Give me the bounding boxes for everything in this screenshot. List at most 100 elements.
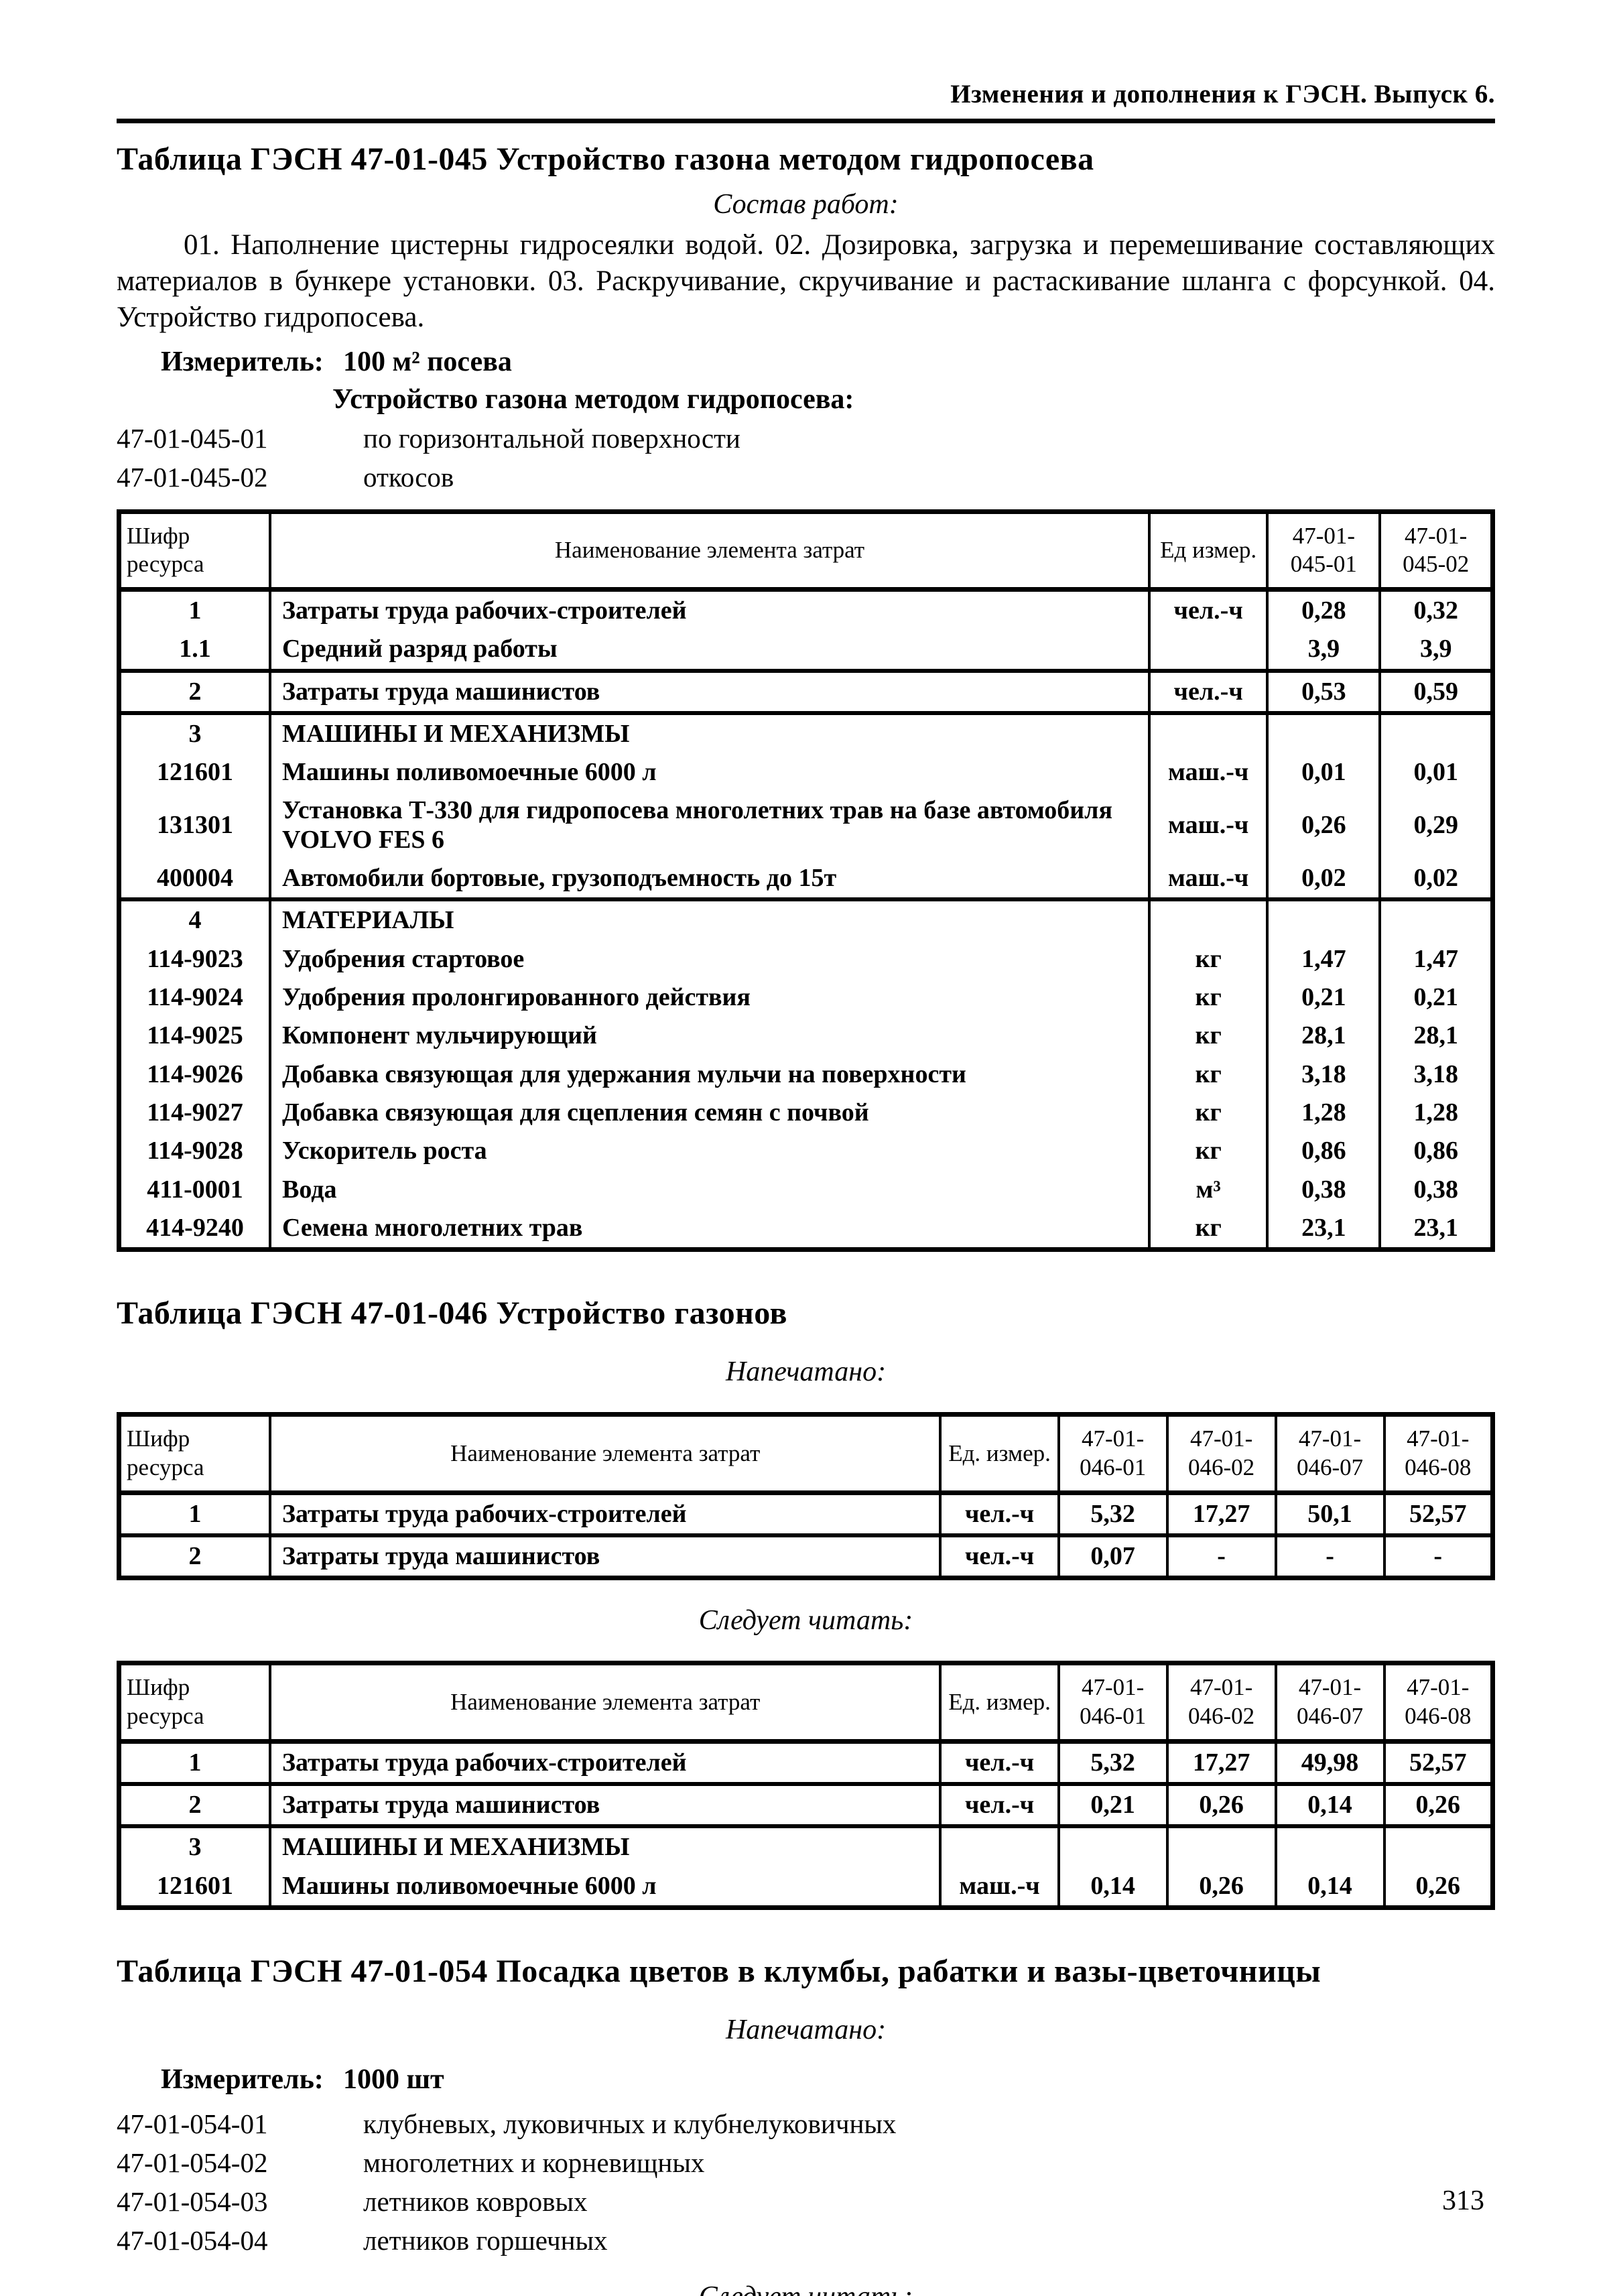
item-row: 47-01-054-04 летников горшечных	[117, 2224, 1495, 2256]
column-header: 47-01- 046-07	[1274, 1663, 1384, 1744]
table-cell: 49,98	[1274, 1741, 1384, 1784]
table-cell: 52,57	[1382, 1492, 1493, 1535]
table-row: 1 Затраты труда рабочих-строителей чел.-ч 5…	[119, 1741, 1493, 1784]
table-cell: Затраты труда машинистов	[268, 1781, 941, 1827]
table-cell: МАШИНЫ И МЕХАНИЗМЫ	[269, 710, 1149, 754]
page-header: Изменения и дополнения к ГЭСН. Выпуск 6.	[950, 80, 1495, 109]
table-cell: 0,53	[1266, 668, 1380, 713]
section-title-046: Таблица ГЭСН 47-01-046 Устройство газоно…	[117, 1295, 787, 1332]
table-cell: 0,01	[1378, 753, 1493, 792]
table-row: 3 МАШИНЫ И МЕХАНИЗМЫ	[119, 710, 1493, 754]
table-cell: 0,26	[1382, 1781, 1493, 1827]
table-row: 121601 Машины поливомоечные 6000 л маш.-ч 0…	[119, 1866, 1493, 1908]
table-cell: маш.-ч	[1147, 859, 1268, 900]
meter-line-045: Измеритель: 100 м² посева	[117, 346, 1495, 378]
column-header: Ед. измер.	[939, 1663, 1059, 1744]
table-cell: 1,47	[1378, 940, 1493, 979]
table-cell: 0,26	[1382, 1866, 1493, 1908]
column-header: 47-01- 046-02	[1165, 1414, 1276, 1495]
column-header: 47-01- 046-07	[1274, 1414, 1384, 1495]
table-cell: -	[1274, 1533, 1384, 1578]
table-cell: 121601	[157, 758, 233, 787]
column-header: Наименование элемента затрат	[268, 1414, 941, 1495]
table-cell: Ускоритель роста	[269, 1132, 1149, 1171]
table-row: 1.1 Средний разряд работы 3,9 3,9	[119, 630, 1493, 671]
table-row: 400004 Автомобили бортовые, грузоподъемно…	[119, 859, 1493, 900]
item-desc: клубневых, луковичных и клубнелуковичных	[363, 2108, 897, 2139]
variant-code: 47-01-045-01	[117, 422, 268, 454]
table-cell	[1057, 1824, 1167, 1867]
item-code: 47-01-054-01	[117, 2108, 268, 2139]
table-cell: 0,28	[1266, 589, 1380, 631]
table-cell: 1.1	[179, 635, 211, 663]
table-row: 121601 Машины поливомоечные 6000 л маш.-ч 0…	[119, 753, 1493, 792]
data-table: Шифр ресурса Наименование элемента затрат…	[117, 1661, 1495, 1910]
table-cell: чел.-ч	[939, 1781, 1059, 1827]
table-cell: 114-9026	[147, 1060, 243, 1088]
table-cell: 0,26	[1165, 1866, 1276, 1908]
table-cell	[1382, 1824, 1493, 1867]
table-row: 114-9024 Удобрения пролонгированного дейс…	[119, 978, 1493, 1017]
table-cell: 114-9028	[147, 1137, 243, 1165]
table-cell: 0,86	[1378, 1132, 1493, 1171]
table-row: 131301 Установка Т-330 для гидропосева мн…	[119, 791, 1493, 860]
table-cell: 0,14	[1274, 1866, 1384, 1908]
section-title-054: Таблица ГЭСН 47-01-054 Посадка цветов в …	[117, 1953, 1321, 1989]
column-header: Шифр ресурса	[119, 1414, 270, 1495]
table-cell: 0,32	[1378, 589, 1493, 631]
variant-row: 47-01-045-01 по горизонтальной поверхнос…	[117, 422, 1495, 454]
table-row: 114-9025 Компонент мульчирующий кг 28,1 28,1	[119, 1017, 1493, 1056]
table-cell: МАШИНЫ И МЕХАНИЗМЫ	[268, 1824, 941, 1867]
table-cell: 1	[188, 1748, 202, 1777]
meter-label: Измеритель:	[161, 2063, 324, 2095]
table-cell: Затраты труда рабочих-строителей	[268, 1741, 941, 1784]
item-code: 47-01-054-03	[117, 2185, 268, 2217]
table-cell: 0,14	[1274, 1781, 1384, 1827]
table-row: 114-9027 Добавка связующая для сцепления …	[119, 1093, 1493, 1133]
table-cell: чел.-ч	[1147, 668, 1268, 713]
table-cell: -	[1165, 1533, 1276, 1578]
table-row: 114-9023 Удобрения стартовое кг 1,47 1,47	[119, 940, 1493, 979]
table-cell: чел.-ч	[939, 1533, 1059, 1578]
item-desc: многолетних и корневищных	[363, 2147, 705, 2178]
column-header: Ед. измер.	[939, 1414, 1059, 1495]
table-row: 114-9028 Ускоритель роста кг 0,86 0,86	[119, 1132, 1493, 1171]
table-cell: 0,86	[1266, 1132, 1380, 1171]
table-cell: кг	[1147, 1017, 1268, 1056]
table-cell: 17,27	[1165, 1741, 1276, 1784]
variant-code: 47-01-045-02	[117, 461, 268, 493]
table-cell: Затраты труда машинистов	[269, 668, 1149, 713]
table-cell: Добавка связующая для удержания мульчи н…	[269, 1055, 1149, 1094]
table-cell: Средний разряд работы	[269, 630, 1149, 671]
table-cell: 114-9025	[147, 1021, 243, 1050]
table-cell: Семена многолетних трав	[269, 1208, 1149, 1250]
table-cell: 1,28	[1266, 1093, 1380, 1133]
table-cell: 0,02	[1266, 859, 1380, 900]
resource-table-046-corrected: Шифр ресурса Наименование элемента затрат…	[117, 1661, 1495, 1910]
table-cell: 0,29	[1378, 791, 1493, 860]
item-row: 47-01-054-03 летников ковровых	[117, 2185, 1495, 2218]
table-cell: кг	[1147, 1208, 1268, 1250]
table-cell: 5,32	[1057, 1492, 1167, 1535]
table-cell: 0,38	[1378, 1170, 1493, 1209]
table-row: 1 Затраты труда рабочих-строителей чел.-ч 5…	[119, 1492, 1493, 1535]
table-cell: маш.-ч	[939, 1866, 1059, 1908]
table-cell: 131301	[157, 811, 233, 840]
table-cell: 17,27	[1165, 1492, 1276, 1535]
meter-value: 1000 шт	[343, 2063, 444, 2095]
column-header: 47-01- 046-01	[1057, 1414, 1167, 1495]
table-cell: 121601	[156, 1871, 233, 1900]
table-row: 2 Затраты труда машинистов чел.-ч 0,21 0,26 0…	[119, 1781, 1493, 1827]
meter-value: 100 м² посева	[343, 346, 512, 377]
variant-desc: по горизонтальной поверхности	[363, 422, 740, 454]
column-header: 47-01- 046-08	[1382, 1663, 1493, 1744]
read-label-046: Следует читать:	[698, 1605, 913, 1637]
table-cell: м³	[1147, 1170, 1268, 1209]
table-cell: Удобрения стартовое	[269, 940, 1149, 979]
table-cell: 2	[119, 1781, 270, 1827]
header-rule	[117, 119, 1495, 123]
read-label-054: Следует читать:	[117, 2281, 1495, 2296]
item-code: 47-01-054-02	[117, 2147, 268, 2178]
data-table: Шифр ресурса Наименование элемента затрат…	[117, 1412, 1495, 1581]
table-cell: 3,18	[1378, 1055, 1493, 1094]
